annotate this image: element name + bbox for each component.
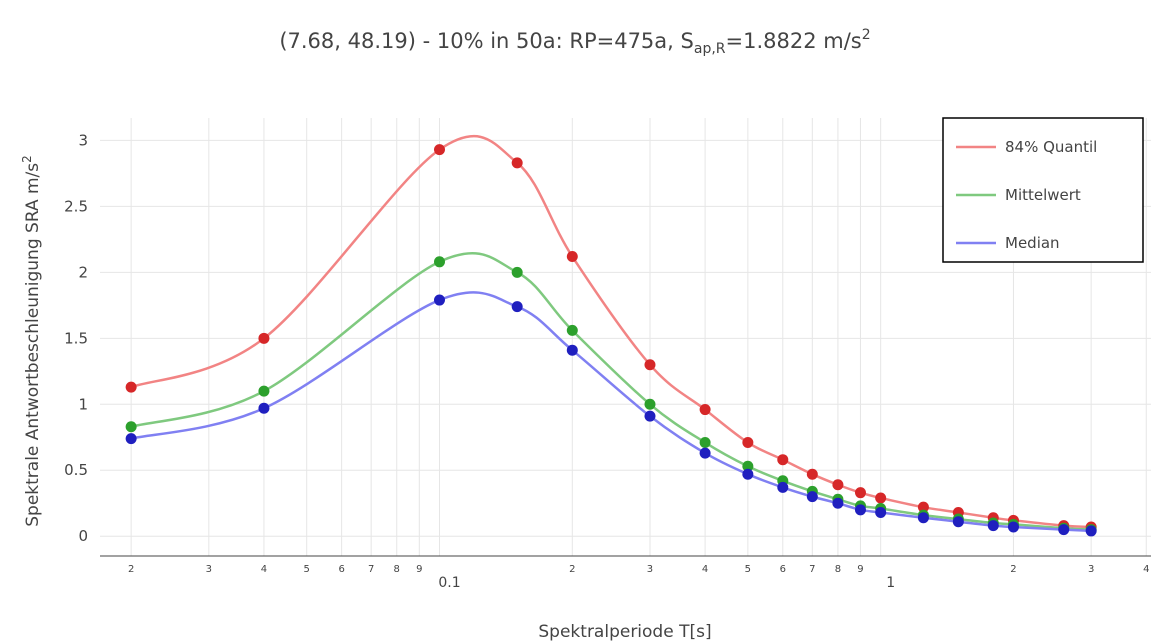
data-point-84-quantil bbox=[777, 454, 789, 466]
legend-label-84-quantil: 84% Quantil bbox=[1005, 138, 1097, 156]
data-point-mittelwert bbox=[742, 460, 754, 472]
data-point-84-quantil bbox=[832, 479, 844, 491]
data-point-median bbox=[854, 504, 866, 516]
data-point-median bbox=[433, 294, 445, 306]
data-point-mittelwert bbox=[125, 421, 137, 433]
data-point-median bbox=[917, 512, 929, 524]
data-point-median bbox=[875, 506, 887, 518]
series-layer bbox=[125, 134, 1097, 537]
data-point-84-quantil bbox=[258, 332, 270, 344]
data-point-84-quantil bbox=[854, 487, 866, 499]
data-point-mittelwert bbox=[566, 324, 578, 336]
y-tick-label: 0.5 bbox=[64, 461, 88, 479]
legend-label-mittelwert: Mittelwert bbox=[1005, 186, 1081, 204]
x-tick-label-major: 1 bbox=[886, 575, 895, 591]
data-point-84-quantil bbox=[125, 381, 137, 393]
data-point-median bbox=[258, 402, 270, 414]
data-point-mittelwert bbox=[644, 398, 656, 410]
data-point-median bbox=[1007, 521, 1019, 533]
data-point-median bbox=[952, 516, 964, 528]
x-tick-label: 7 bbox=[368, 564, 374, 575]
y-axis-title-superscript: 2 bbox=[20, 155, 34, 163]
x-tick-label: 8 bbox=[394, 564, 400, 575]
x-tick-label: 4 bbox=[702, 564, 708, 575]
y-tick-label: 0 bbox=[78, 527, 88, 545]
data-point-median bbox=[644, 410, 656, 422]
chart-title: (7.68, 48.19) - 10% in 50a: RP=475a, Sap… bbox=[279, 27, 870, 57]
data-point-mittelwert bbox=[433, 256, 445, 268]
y-tick-label: 2 bbox=[78, 263, 88, 281]
data-point-mittelwert bbox=[511, 266, 523, 278]
x-axis-title: Spektralperiode T[s] bbox=[538, 622, 711, 642]
y-axis-title: Spektrale Antwortbeschleunigung SRA m/s2 bbox=[20, 155, 43, 527]
data-point-mittelwert bbox=[258, 385, 270, 397]
x-tick-label: 7 bbox=[809, 564, 815, 575]
data-point-median bbox=[777, 481, 789, 493]
x-tick-label: 8 bbox=[835, 564, 841, 575]
data-point-84-quantil bbox=[511, 157, 523, 169]
data-point-84-quantil bbox=[875, 492, 887, 504]
data-point-median bbox=[742, 468, 754, 480]
x-tick-label: 2 bbox=[1010, 564, 1016, 575]
y-tick-label: 1 bbox=[78, 395, 88, 413]
x-tick-label: 2 bbox=[128, 564, 134, 575]
data-point-median bbox=[566, 344, 578, 356]
x-tick-label: 5 bbox=[745, 564, 751, 575]
x-tick-label: 6 bbox=[780, 564, 786, 575]
x-tick-label-major: 0.1 bbox=[438, 575, 460, 591]
series-mittelwert bbox=[125, 251, 1097, 536]
series-line-mittelwert bbox=[130, 251, 1092, 531]
x-tick-label: 9 bbox=[857, 564, 863, 575]
data-point-median bbox=[511, 301, 523, 313]
legend: 84% Quantil Mittelwert Median bbox=[942, 117, 1144, 263]
x-tick-label: 3 bbox=[647, 564, 653, 575]
data-point-84-quantil bbox=[806, 468, 818, 480]
data-point-84-quantil bbox=[699, 404, 711, 416]
x-tick-label: 3 bbox=[1088, 564, 1094, 575]
data-point-median bbox=[806, 491, 818, 503]
x-tick-label: 2 bbox=[569, 564, 575, 575]
y-axis-title-main: Spektrale Antwortbeschleunigung SRA m/s bbox=[23, 163, 43, 527]
data-point-median bbox=[987, 520, 999, 532]
title-main: (7.68, 48.19) - 10% in 50a: RP=475a, S bbox=[279, 29, 694, 53]
series-median bbox=[125, 291, 1097, 537]
x-tick-label: 5 bbox=[304, 564, 310, 575]
x-tick-label: 4 bbox=[261, 564, 267, 575]
x-tick-label: 3 bbox=[206, 564, 212, 575]
data-point-median bbox=[699, 447, 711, 459]
x-tick-label: 4 bbox=[1143, 564, 1149, 575]
data-point-mittelwert bbox=[699, 437, 711, 449]
data-point-median bbox=[125, 433, 137, 445]
y-tick-label: 2.5 bbox=[64, 197, 88, 215]
data-point-84-quantil bbox=[566, 251, 578, 263]
data-point-median bbox=[832, 497, 844, 509]
data-point-84-quantil bbox=[917, 501, 929, 513]
x-tick-label: 6 bbox=[338, 564, 344, 575]
title-superscript: 2 bbox=[862, 27, 871, 43]
tick-labels: 2 3 4 5 6 7 8 9 2 3 4 5 6 7 8 9 2 3 4 0.1 1 0 0.5 1 1.5 2 2.5 3 bbox=[64, 131, 1149, 591]
data-point-84-quantil bbox=[742, 437, 754, 449]
legend-label-median: Median bbox=[1005, 234, 1060, 252]
y-tick-label: 1.5 bbox=[64, 329, 88, 347]
grid-layer bbox=[100, 118, 1151, 556]
data-point-84-quantil bbox=[644, 359, 656, 371]
title-value: =1.8822 m/s bbox=[726, 29, 862, 53]
x-tick-label: 9 bbox=[416, 564, 422, 575]
data-point-median bbox=[1085, 525, 1097, 537]
data-point-median bbox=[1058, 524, 1070, 536]
legend-box bbox=[942, 117, 1144, 263]
title-subscript: ap,R bbox=[694, 41, 726, 57]
data-point-84-quantil bbox=[433, 144, 445, 156]
y-tick-label: 3 bbox=[78, 131, 88, 149]
